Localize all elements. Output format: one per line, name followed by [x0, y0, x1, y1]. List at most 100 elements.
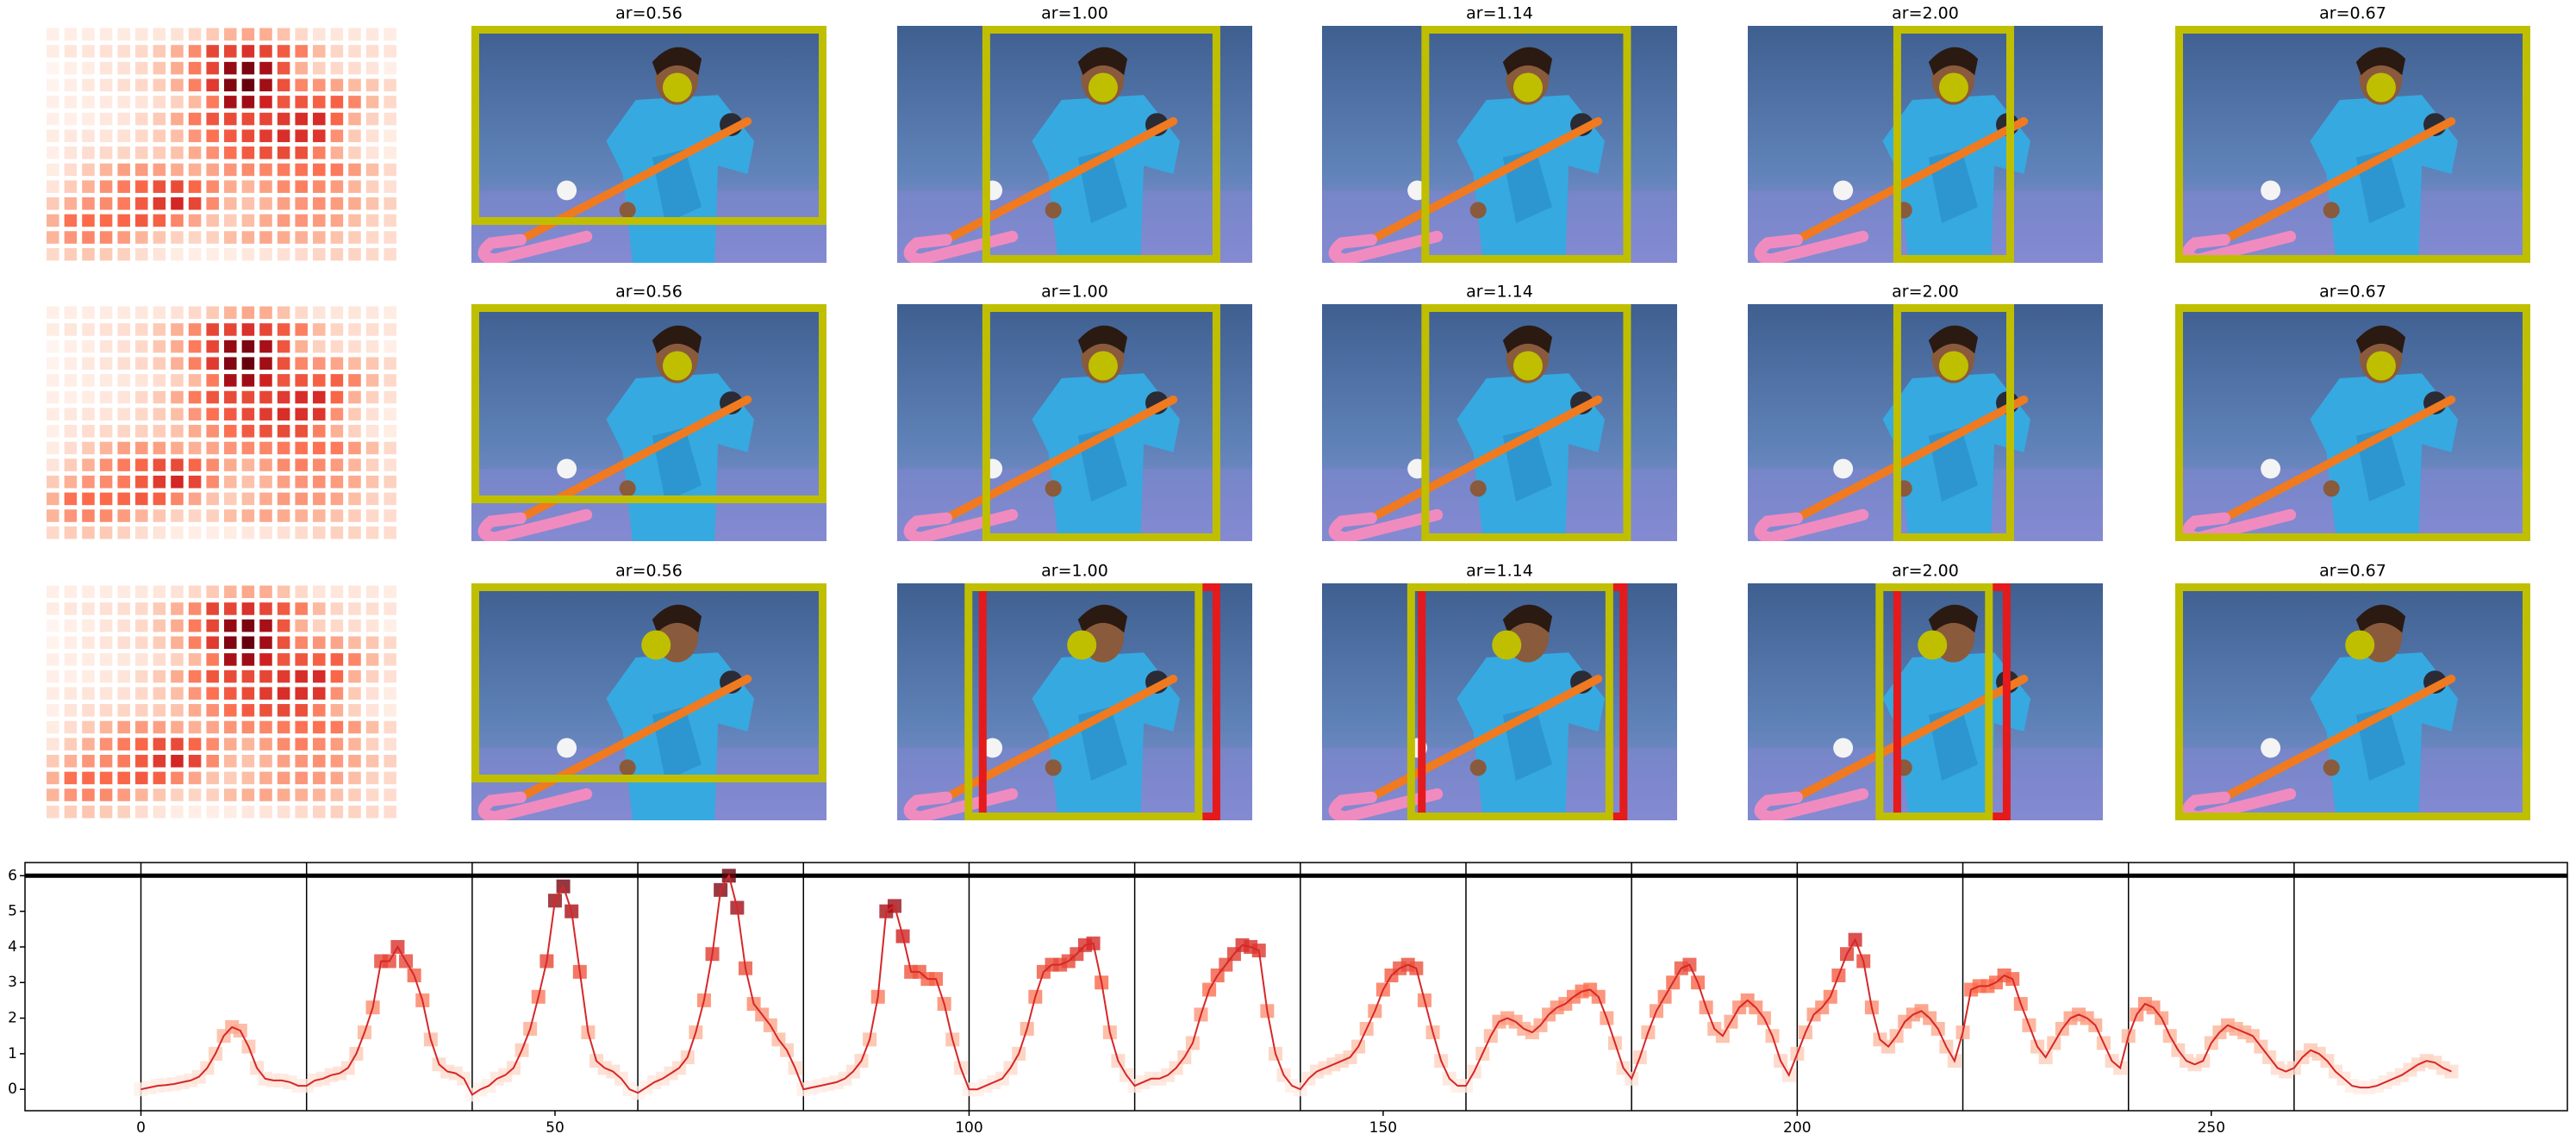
heatmap-cell [99, 390, 113, 404]
heatmap-cell [153, 738, 166, 751]
heatmap-cell [348, 619, 361, 632]
heatmap-cell [188, 196, 202, 210]
heatmap-cell [135, 619, 148, 632]
heatmap-cell [241, 509, 255, 522]
heatmap-cell [188, 357, 202, 371]
heatmap-cell [206, 754, 219, 768]
heatmap-cell [313, 704, 326, 717]
heatmap-cell [277, 231, 290, 244]
heatmap-cell [241, 788, 255, 801]
heatmap-cell [313, 738, 326, 751]
heatmap-cell [99, 196, 113, 210]
heatmap-cell [82, 670, 95, 683]
heatmap-cell [188, 653, 202, 666]
heatmap-cell [82, 619, 95, 632]
heatmap-cell [241, 61, 255, 75]
heatmap-cell [47, 636, 59, 650]
heatmap-cell [295, 509, 308, 522]
heatmap-cell [313, 247, 326, 261]
heatmap-cell [313, 619, 326, 632]
heatmap-cell [384, 180, 396, 193]
heatmap-cell [384, 61, 396, 75]
heatmap-cell [153, 306, 166, 320]
heatmap-cell [259, 196, 272, 210]
heatmap-cell [277, 129, 290, 142]
heatmap-cell [47, 704, 59, 717]
heatmap-cell [313, 771, 326, 785]
heatmap-cell [64, 585, 78, 599]
crop-box [1421, 26, 1631, 263]
heatmap-cell [82, 214, 95, 227]
heatmap-cell [277, 475, 290, 489]
heatmap-cell [64, 754, 78, 768]
heatmap-cell [99, 602, 113, 615]
heatmap-cell [171, 738, 184, 751]
heatmap-cell [82, 458, 95, 471]
heatmap-cell [64, 231, 78, 244]
heatmap-cell [64, 180, 78, 193]
heatmap-cell [277, 247, 290, 261]
heatmap-cell [277, 340, 290, 353]
saliency-point [1088, 351, 1118, 381]
heatmap-cell [64, 425, 78, 438]
heatmap-cell [224, 771, 237, 785]
heatmap-cell [348, 180, 361, 193]
heatmap-cell [384, 738, 396, 751]
heatmap-cell [295, 771, 308, 785]
heatmap-cell [47, 619, 59, 632]
heatmap-cell [295, 374, 308, 387]
heatmap-cell [348, 805, 361, 819]
heatmap-cell [82, 323, 95, 336]
heatmap-cell [241, 323, 255, 336]
heatmap-cell [259, 636, 272, 650]
heatmap-cell [224, 738, 237, 751]
heatmap-cell [224, 340, 237, 353]
heatmap-cell [171, 357, 184, 371]
heatmap-cell [277, 754, 290, 768]
heatmap-cell [277, 146, 290, 159]
heatmap-cell [295, 196, 308, 210]
heatmap-cell [135, 247, 148, 261]
heatmap-cell [135, 214, 148, 227]
heatmap-cell [153, 408, 166, 420]
heatmap-cell [365, 357, 379, 371]
heatmap-cell [82, 475, 95, 489]
heatmap-cell [206, 805, 219, 819]
heatmap-cell [64, 602, 78, 615]
heatmap-cell [348, 738, 361, 751]
heatmap-cell [259, 619, 272, 632]
heatmap-cell [259, 771, 272, 785]
heatmap-cell [330, 323, 344, 336]
heatmap-cell [224, 788, 237, 801]
heatmap-cell [313, 374, 326, 387]
heatmap-cell [348, 687, 361, 700]
photo [471, 583, 826, 820]
heatmap-cell [224, 619, 237, 632]
heatmap-cell [188, 754, 202, 768]
heatmap-cell [99, 78, 113, 92]
heatmap-cell [171, 475, 184, 489]
heatmap-cell [365, 805, 379, 819]
heatmap-cell [384, 306, 396, 320]
heatmap-cell [295, 357, 308, 371]
heatmap-cell [82, 653, 95, 666]
heatmap-cell [365, 61, 379, 75]
heatmap-cell [153, 323, 166, 336]
heatmap-cell [277, 636, 290, 650]
heatmap-cell [259, 738, 272, 751]
heatmap-cell [171, 408, 184, 420]
heatmap-cell [259, 231, 272, 244]
heatmap-cell [135, 163, 148, 177]
heatmap-cell [384, 357, 396, 371]
heatmap-cell [47, 585, 59, 599]
heatmap-cell [99, 805, 113, 819]
heatmap-cell [348, 754, 361, 768]
heatmap-cell [348, 788, 361, 801]
heatmap-cell [82, 754, 95, 768]
heatmap-cell [259, 408, 272, 420]
heatmap-cell [206, 231, 219, 244]
heatmap-cell [330, 306, 344, 320]
heatmap-cell [277, 619, 290, 632]
y-tick-label: 5 [8, 903, 17, 920]
